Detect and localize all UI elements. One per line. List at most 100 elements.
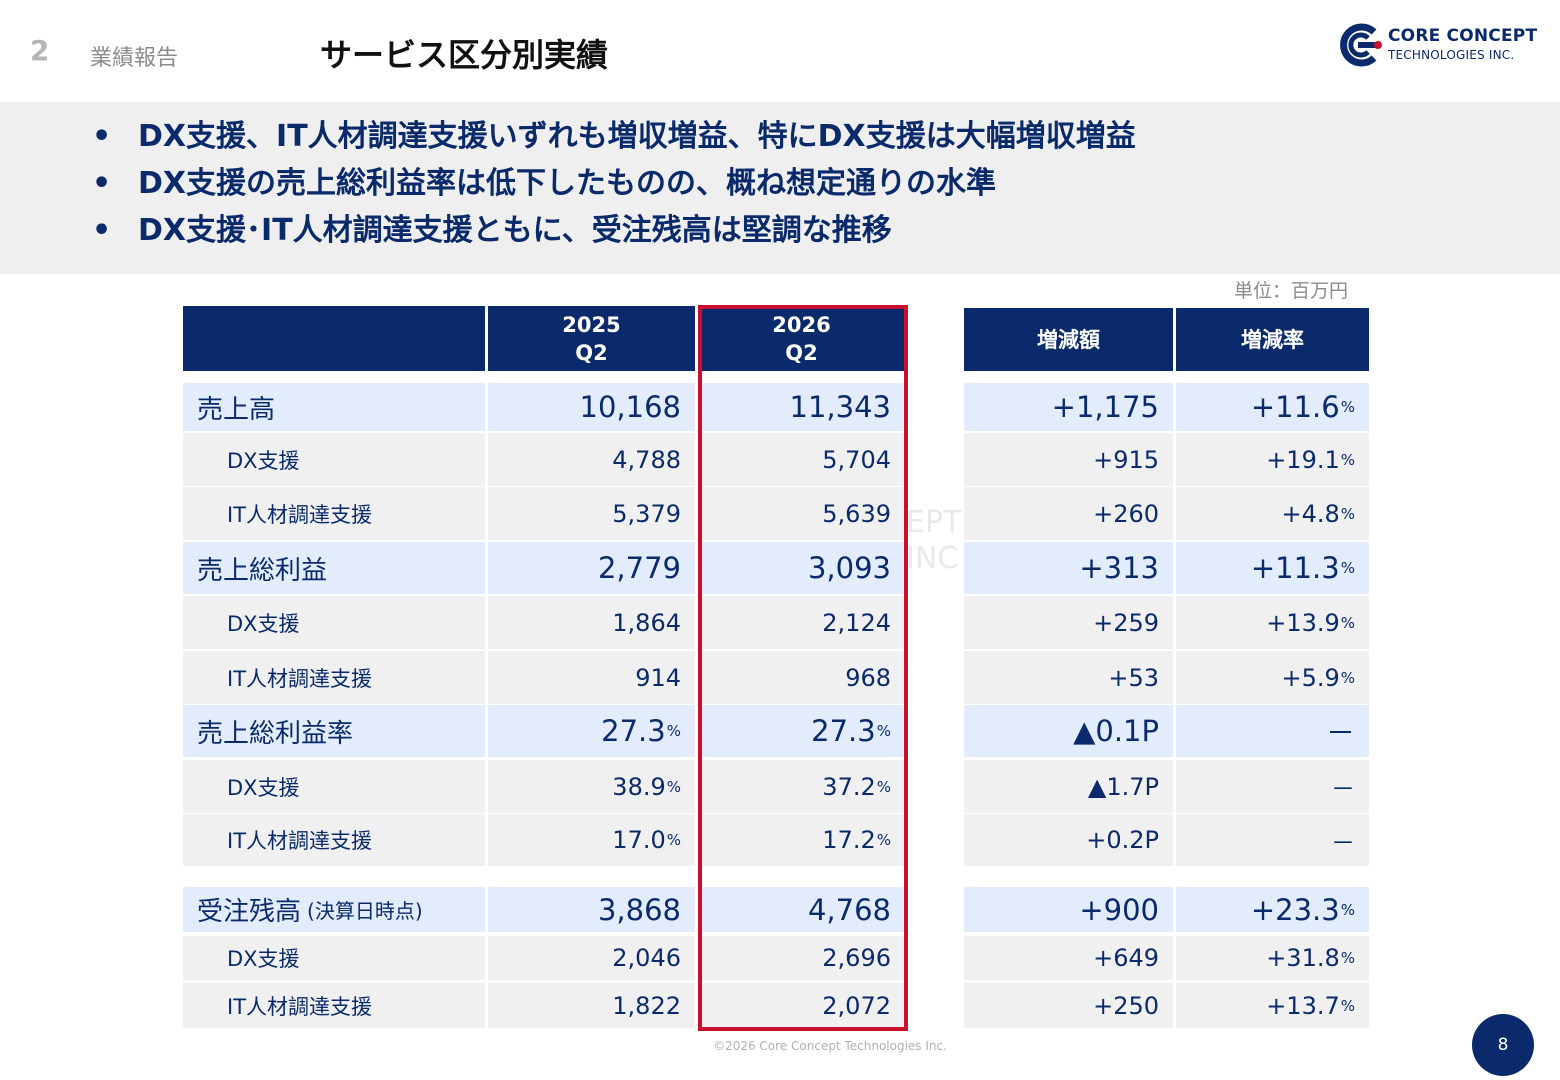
summary-bullet: • DX支援･IT人材調達支援ともに、受注残高は堅調な推移 <box>92 212 1136 259</box>
header-2026-quarter: Q2 <box>785 340 818 365</box>
change-rate-value: +11.6 <box>1250 390 1340 424</box>
value-2026-q2-cell: 2,072 <box>698 983 905 1028</box>
change-amount-cell: +250 <box>964 983 1173 1028</box>
change-amount-cell: +915 <box>964 433 1173 486</box>
change-amount-value: +313 <box>1079 551 1159 585</box>
row-label-text: DX支援 <box>227 611 300 636</box>
change-amount-value: +250 <box>1093 991 1159 1020</box>
value-2025-q2-cell: 10,168 <box>488 383 695 431</box>
section-name: 業績報告 <box>90 46 179 71</box>
value-2025-q2-cell: 17.0% <box>488 814 695 866</box>
change-amount-value: +900 <box>1079 892 1159 927</box>
change-rate-cell: +13.9% <box>1176 596 1369 649</box>
value-2025-q2-value: 17.0 <box>612 826 666 854</box>
row-label-text: 売上高 <box>197 394 276 425</box>
change-amount-value: +649 <box>1093 944 1159 972</box>
change-rate-value: +23.3 <box>1250 892 1340 927</box>
change-amount-cell: +53 <box>964 651 1173 704</box>
row-label-cell: 受注残高 (決算日時点) <box>183 887 485 932</box>
value-2025-q2-cell: 1,864 <box>488 596 695 649</box>
change-amount-value: +0.2P <box>1086 826 1159 854</box>
value-2025-q2-value: 914 <box>635 663 681 692</box>
value-2026-q2-cell: 2,696 <box>698 936 905 980</box>
row-label-cell: IT人材調達支援 <box>183 983 485 1028</box>
value-2025-q2-cell: 27.3% <box>488 705 695 757</box>
header-change-rate: 増減率 <box>1176 308 1369 371</box>
change-rate-cell: +11.3% <box>1176 542 1369 594</box>
header-2025-year: 2025 <box>562 312 621 337</box>
change-amount-cell: +260 <box>964 487 1173 540</box>
value-2025-q2-cell: 38.9% <box>488 760 695 813</box>
row-label-cell: IT人材調達支援 <box>183 814 485 866</box>
row-label-text: DX支援 <box>227 947 300 971</box>
copyright: ©2026 Core Concept Technologies Inc. <box>713 1039 947 1053</box>
summary-bullets: • DX支援、IT人材調達支援いずれも増収増益、特にDX支援は大幅増収増益 • DX… <box>92 118 1136 259</box>
value-2026-q2-cell: 37.2% <box>698 760 905 813</box>
percent-suffix: % <box>666 722 681 740</box>
value-2025-q2-value: 3,868 <box>597 892 681 927</box>
change-rate-value: － <box>1325 716 1355 750</box>
percent-suffix: % <box>1340 996 1355 1015</box>
value-2026-q2-cell: 27.3% <box>698 705 905 757</box>
value-2026-q2-value: 27.3 <box>811 714 876 748</box>
change-rate-cell: +4.8% <box>1176 487 1369 540</box>
change-rate-cell: +31.8% <box>1176 936 1369 980</box>
change-amount-value: ▲0.1P <box>1073 714 1159 748</box>
change-rate-value: － <box>1331 775 1355 803</box>
watermark-line-2: INC <box>906 541 959 576</box>
change-rate-value: +13.7 <box>1266 991 1340 1020</box>
change-amount-cell: +0.2P <box>964 814 1173 866</box>
header-2025-quarter: Q2 <box>575 340 608 365</box>
bullet-icon: • <box>92 166 112 201</box>
summary-bullet-text: DX支援、IT人材調達支援いずれも増収増益、特にDX支援は大幅増収増益 <box>138 119 1136 154</box>
value-2025-q2-value: 38.9 <box>612 772 666 801</box>
company-logo: CORE CONCEPT TECHNOLOGIES INC. <box>1338 22 1548 72</box>
row-label-text: IT人材調達支援 <box>227 994 373 1019</box>
change-amount-cell: +259 <box>964 596 1173 649</box>
logo-line-1: CORE CONCEPT <box>1388 26 1538 46</box>
value-2025-q2-value: 27.3 <box>601 714 666 748</box>
row-label-cell: DX支援 <box>183 433 485 486</box>
value-2025-q2-cell: 3,868 <box>488 887 695 932</box>
change-rate-value: － <box>1331 828 1355 857</box>
change-rate-cell: － <box>1176 814 1369 866</box>
change-amount-cell: ▲1.7P <box>964 760 1173 813</box>
header-2026-year: 2026 <box>772 312 831 337</box>
value-2026-q2-cell: 3,093 <box>698 542 905 594</box>
value-2026-q2-cell: 4,768 <box>698 887 905 932</box>
change-rate-value: +5.9 <box>1281 663 1340 692</box>
logo-line-2: TECHNOLOGIES INC. <box>1388 48 1515 62</box>
change-rate-cell: +5.9% <box>1176 651 1369 704</box>
page-number: 8 <box>1472 1014 1534 1076</box>
value-2025-q2-cell: 5,379 <box>488 487 695 540</box>
value-2025-q2-value: 10,168 <box>579 390 681 424</box>
change-amount-value: ▲1.7P <box>1087 772 1159 801</box>
summary-bullet: • DX支援の売上総利益率は低下したものの、概ね想定通りの水準 <box>92 165 1136 212</box>
value-2025-q2-value: 1,864 <box>612 608 681 637</box>
row-label-text: 売上総利益 <box>197 555 328 586</box>
percent-suffix: % <box>1340 559 1355 577</box>
page-title: サービス区分別実績 <box>320 36 609 74</box>
value-2026-q2-value: 2,072 <box>822 991 891 1020</box>
change-rate-cell: － <box>1176 760 1369 813</box>
value-2025-q2-value: 4,788 <box>612 445 681 474</box>
row-label-text: IT人材調達支援 <box>227 502 373 527</box>
row-label-text: DX支援 <box>227 775 300 800</box>
value-2026-q2-value: 37.2 <box>822 772 876 801</box>
change-rate-cell: +13.7% <box>1176 983 1369 1028</box>
watermark-line-1: EPT <box>906 505 962 540</box>
value-2026-q2-value: 5,704 <box>822 445 891 474</box>
percent-suffix: % <box>1340 668 1355 687</box>
summary-bullet: • DX支援、IT人材調達支援いずれも増収増益、特にDX支援は大幅増収増益 <box>92 118 1136 165</box>
row-label-text: IT人材調達支援 <box>227 666 373 691</box>
change-amount-cell: +900 <box>964 887 1173 932</box>
value-2025-q2-cell: 2,779 <box>488 542 695 594</box>
value-2026-q2-value: 4,768 <box>807 892 891 927</box>
value-2026-q2-cell: 5,639 <box>698 487 905 540</box>
header-change-amount: 増減額 <box>964 308 1173 371</box>
value-2025-q2-value: 1,822 <box>612 991 681 1020</box>
row-label-note: (決算日時点) <box>307 899 423 923</box>
header-change-amount-label: 増減額 <box>1037 327 1100 352</box>
change-amount-cell: +1,175 <box>964 383 1173 431</box>
value-2026-q2-cell: 11,343 <box>698 383 905 431</box>
